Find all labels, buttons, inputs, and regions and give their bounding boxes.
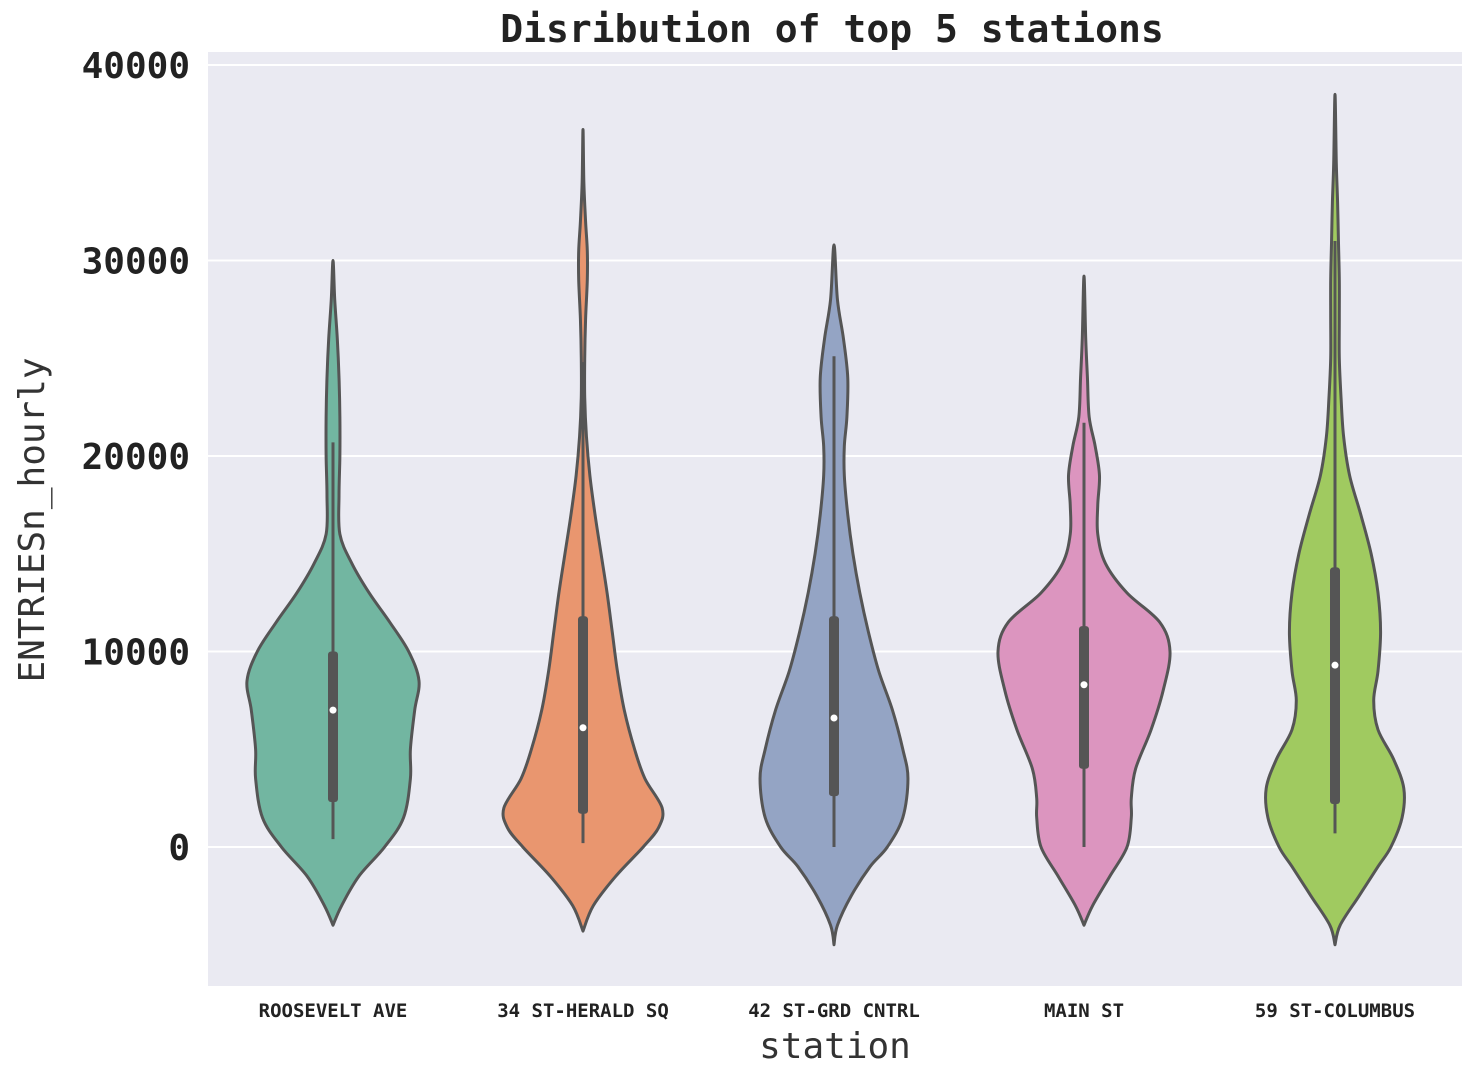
y-tick-label: 20000	[82, 437, 190, 478]
violin-median-point	[830, 714, 838, 722]
violin-3	[758, 243, 910, 947]
violin-1	[245, 259, 421, 927]
violin-iqr-box	[1330, 567, 1340, 804]
x-tick-labels: ROOSEVELT AVE 34 ST-HERALD SQ 42 ST-GRD CN…	[259, 1000, 1415, 1022]
y-tick-label: 40000	[82, 46, 190, 87]
violin-iqr-box	[1079, 626, 1089, 769]
x-tick-label: 59 ST-COLUMBUS	[1255, 1000, 1415, 1022]
x-tick-label: ROOSEVELT AVE	[259, 1000, 408, 1022]
y-tick-labels: 0 10000 20000 30000 40000	[82, 46, 190, 869]
violin-2	[501, 128, 665, 933]
violin-median-point	[1080, 681, 1088, 689]
x-tick-label: MAIN ST	[1044, 1000, 1124, 1022]
violin-5	[1264, 92, 1406, 947]
violin-median-point	[1331, 661, 1339, 669]
violin-median-point	[329, 706, 337, 714]
y-axis-label: ENTRIESn_hourly	[12, 357, 53, 682]
y-tick-label: 10000	[82, 633, 190, 674]
violins	[245, 92, 1406, 947]
violin-iqr-box	[578, 616, 588, 814]
x-axis-label: station	[759, 1026, 911, 1067]
violin-median-point	[579, 724, 587, 732]
chart-title: Disribution of top 5 stations	[500, 7, 1163, 51]
x-tick-label: 34 ST-HERALD SQ	[497, 1000, 669, 1022]
violin-4	[996, 274, 1172, 927]
y-tick-label: 0	[168, 828, 190, 869]
x-tick-label: 42 ST-GRD CNTRL	[748, 1000, 920, 1022]
y-tick-label: 30000	[82, 242, 190, 283]
violin-iqr-box	[829, 616, 839, 797]
violin-iqr-box	[328, 651, 338, 803]
